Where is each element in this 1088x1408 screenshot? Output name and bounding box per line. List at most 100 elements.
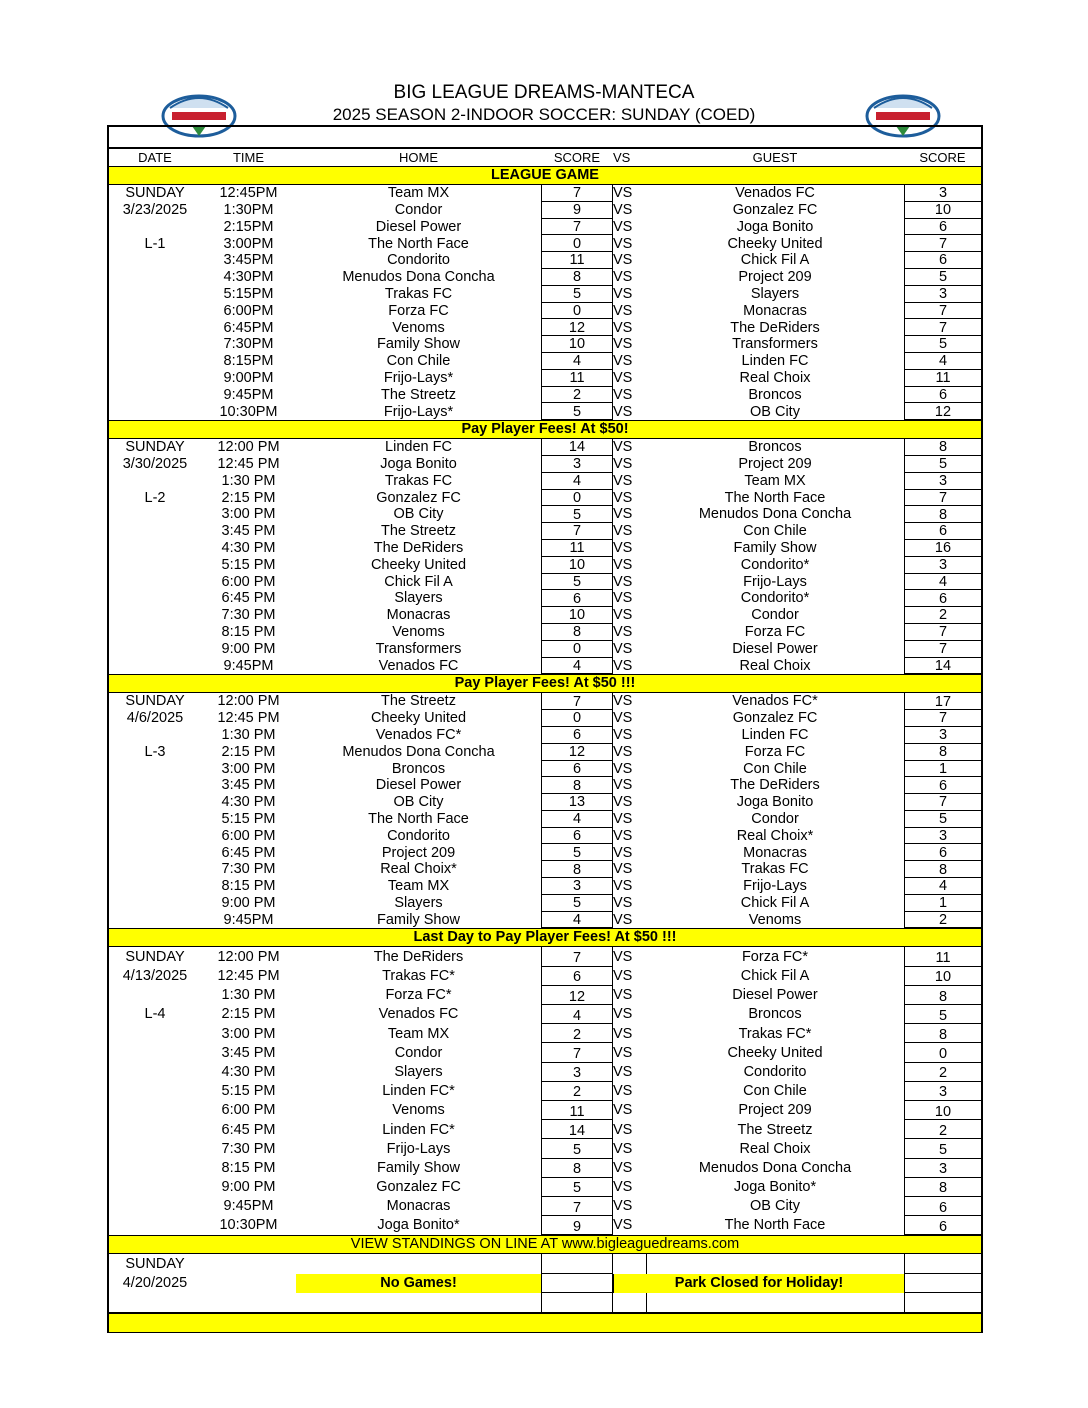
col-score: SCORE bbox=[553, 150, 601, 165]
home-score-value: 5 bbox=[542, 574, 612, 591]
vs-label: VS bbox=[613, 185, 633, 202]
guest-score-value: 3 bbox=[905, 1082, 981, 1101]
date-cell bbox=[109, 252, 201, 269]
home-team: Monacras bbox=[386, 607, 451, 624]
game-row: L-3 2:15 PM Menudos Dona Concha 12 VS Forza F… bbox=[109, 743, 981, 761]
guest-score-value: 6 bbox=[905, 1197, 981, 1217]
home-score-value: 11 bbox=[542, 370, 612, 387]
date-cell bbox=[109, 336, 201, 353]
vs-label: VS bbox=[613, 895, 633, 912]
vs-label: VS bbox=[613, 1083, 633, 1100]
guest-score-value: 7 bbox=[905, 641, 981, 658]
col-score2: SCORE bbox=[919, 150, 966, 165]
vs-label: VS bbox=[613, 590, 633, 607]
time-cell: 3:45 PM bbox=[221, 523, 276, 540]
guest-team: Frijo-Lays bbox=[743, 878, 807, 895]
home-team: Venados FC bbox=[378, 1006, 459, 1023]
home-score: 7 bbox=[541, 947, 613, 967]
vs-label: VS bbox=[613, 693, 633, 710]
no-games-note: No Games! bbox=[296, 1273, 541, 1293]
guest-score: 7 bbox=[904, 640, 981, 658]
time-cell: 12:45 PM bbox=[217, 710, 280, 727]
vs-label: VS bbox=[613, 1159, 633, 1176]
home-score: 8 bbox=[541, 1158, 613, 1178]
vs-label: VS bbox=[613, 948, 633, 965]
vs-label: VS bbox=[613, 269, 633, 286]
vs-label: VS bbox=[613, 727, 633, 744]
game-row: SUNDAY 12:00 PM The Streetz 7 VS Venados FC* 1… bbox=[109, 693, 981, 711]
home-team: Trakas FC bbox=[384, 285, 453, 302]
game-row: 3:45 PM Condor 7 VS Cheeky United 0 bbox=[109, 1043, 981, 1063]
holiday-row bbox=[109, 1292, 981, 1313]
guest-score: 2 bbox=[904, 1062, 981, 1082]
home-team: Venados FC bbox=[378, 657, 459, 674]
guest-team: Condor bbox=[751, 811, 799, 828]
game-row: 1:30 PM Venados FC* 6 VS Linden FC 3 bbox=[109, 726, 981, 744]
guest-score: 5 bbox=[904, 336, 981, 353]
guest-team: Project 209 bbox=[738, 1102, 812, 1119]
home-score: 6 bbox=[541, 827, 613, 845]
column-headers: DATE TIME HOME SCORE VS GUEST SCORE bbox=[109, 149, 981, 166]
home-team: Condorito bbox=[387, 252, 450, 269]
time-cell: 9:00 PM bbox=[221, 1179, 276, 1196]
game-row: 6:45 PM Project 209 5 VS Monacras 6 bbox=[109, 844, 981, 862]
game-row: 7:30 PM Frijo-Lays 5 VS Real Choix 5 bbox=[109, 1139, 981, 1159]
time-cell: 8:15 PM bbox=[221, 878, 276, 895]
game-row: 3:00 PM Broncos 6 VS Con Chile 1 bbox=[109, 760, 981, 778]
guest-team: Con Chile bbox=[743, 523, 807, 540]
section-banner: LEAGUE GAME bbox=[109, 166, 981, 185]
vs-label: VS bbox=[613, 657, 633, 674]
game-row: 10:30PM Frijo-Lays* 5 VS OB City 12 bbox=[109, 403, 981, 421]
col-guest: GUEST bbox=[752, 150, 798, 165]
home-team: Venados FC* bbox=[375, 727, 462, 744]
home-score: 2 bbox=[541, 1081, 613, 1101]
home-score-value: 8 bbox=[542, 269, 612, 286]
guest-score-value: 8 bbox=[905, 1024, 981, 1044]
guest-team: Chick Fil A bbox=[740, 895, 810, 912]
home-team: The North Face bbox=[368, 811, 469, 828]
vs-label: VS bbox=[613, 777, 633, 794]
time-cell: 2:15 PM bbox=[221, 743, 276, 760]
home-team: Family Show bbox=[377, 911, 460, 928]
date-cell bbox=[109, 878, 201, 895]
home-score-value: 6 bbox=[542, 967, 612, 986]
home-team: Condor bbox=[394, 201, 443, 218]
vs-label: VS bbox=[613, 968, 633, 984]
guest-score-value: 6 bbox=[905, 523, 981, 540]
game-row: 6:00 PM Venoms 11 VS Project 209 10 bbox=[109, 1100, 981, 1121]
guest-team: Monacras bbox=[743, 844, 807, 861]
home-team: Cheeky United bbox=[370, 556, 467, 573]
home-team: Transformers bbox=[375, 640, 462, 657]
time-cell: 1:30 PM bbox=[221, 727, 276, 744]
home-score-value: 7 bbox=[542, 947, 612, 967]
holiday-day: SUNDAY bbox=[125, 1255, 185, 1272]
home-score: 5 bbox=[541, 1139, 613, 1159]
home-score-value: 7 bbox=[542, 1043, 612, 1063]
guest-team: The DeRiders bbox=[730, 777, 820, 794]
home-score-value: 14 bbox=[542, 439, 612, 456]
home-score: 8 bbox=[541, 268, 613, 286]
guest-team: Cheeky United bbox=[727, 1044, 823, 1061]
date-cell bbox=[109, 523, 201, 540]
guest-team: The Streetz bbox=[737, 1121, 813, 1138]
guest-score-value: 3 bbox=[905, 727, 981, 744]
guest-score-value: 4 bbox=[905, 353, 981, 370]
guest-score-value: 5 bbox=[905, 336, 981, 353]
guest-team: Real Choix bbox=[739, 657, 811, 674]
home-team: Cheeky United bbox=[370, 710, 467, 727]
time-cell: 10:30PM bbox=[219, 403, 278, 420]
vs-label: VS bbox=[613, 285, 633, 302]
home-team: Joga Bonito bbox=[380, 456, 457, 473]
guest-score-value: 6 bbox=[905, 252, 981, 269]
guest-score: 8 bbox=[904, 1177, 981, 1197]
guest-score: 3 bbox=[904, 726, 981, 744]
home-score: 8 bbox=[541, 623, 613, 641]
vs-label: VS bbox=[613, 1044, 633, 1061]
time-cell: 5:15 PM bbox=[221, 811, 276, 828]
time-cell: 9:00PM bbox=[223, 369, 274, 386]
date-cell: 4/13/2025 bbox=[122, 968, 188, 984]
guest-team: Broncos bbox=[748, 439, 802, 456]
guest-score-value: 16 bbox=[905, 540, 981, 557]
guest-score: 6 bbox=[904, 218, 981, 236]
